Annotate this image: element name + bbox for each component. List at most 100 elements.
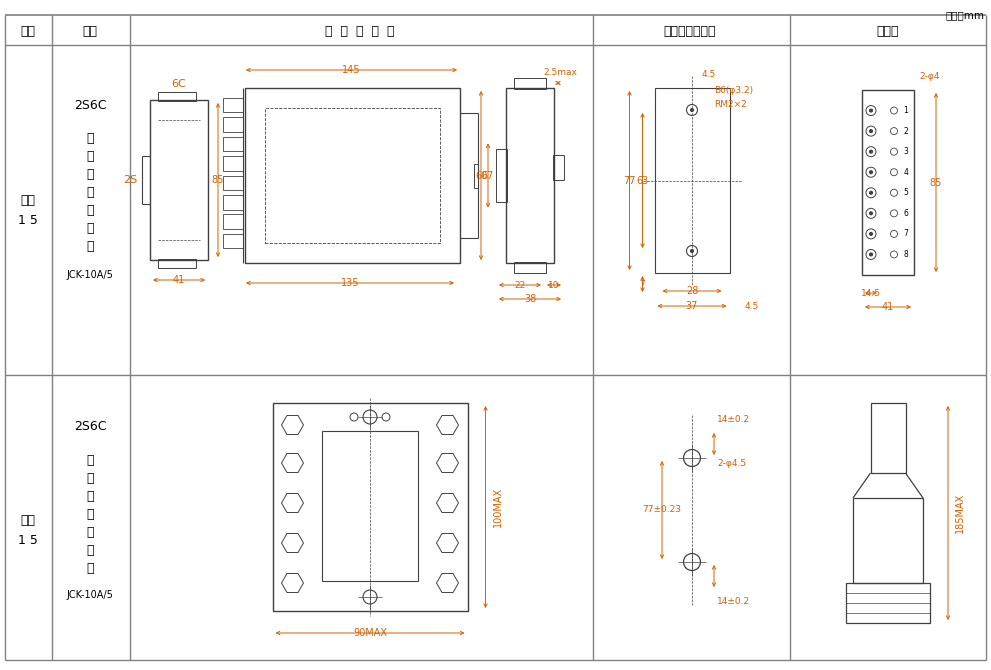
- Text: 式: 式: [86, 490, 94, 502]
- Text: 板: 板: [86, 507, 94, 521]
- Text: 1: 1: [904, 106, 909, 115]
- Text: 4.5: 4.5: [744, 302, 759, 310]
- Text: 接: 接: [86, 543, 94, 557]
- Text: 2-φ4: 2-φ4: [919, 72, 939, 80]
- Text: 5: 5: [904, 188, 909, 197]
- Bar: [273, 403, 468, 611]
- Text: 2S6C: 2S6C: [73, 98, 106, 111]
- Text: 图号: 图号: [21, 25, 36, 38]
- Text: RM2×2: RM2×2: [714, 100, 747, 109]
- Text: 85: 85: [930, 178, 942, 188]
- Text: JCK-10A/5: JCK-10A/5: [66, 590, 113, 600]
- Text: 式: 式: [86, 168, 94, 180]
- Text: 41: 41: [172, 275, 185, 285]
- Text: 7: 7: [904, 229, 909, 239]
- Text: 4.5: 4.5: [702, 70, 716, 78]
- Bar: [514, 78, 546, 89]
- Text: 77: 77: [623, 176, 636, 186]
- Bar: [223, 195, 243, 210]
- Circle shape: [691, 109, 694, 111]
- Text: 145: 145: [342, 65, 361, 75]
- Text: 14.5: 14.5: [861, 289, 881, 297]
- Text: 2S6C: 2S6C: [73, 421, 106, 433]
- Bar: [223, 234, 243, 249]
- Bar: [870, 403, 906, 473]
- Text: 22: 22: [514, 281, 525, 289]
- Text: 14±0.2: 14±0.2: [717, 415, 750, 425]
- Bar: [223, 156, 243, 171]
- Text: 6: 6: [904, 209, 909, 218]
- Text: 线: 线: [86, 561, 94, 574]
- Text: 1 5: 1 5: [18, 214, 38, 226]
- Text: 附图: 附图: [21, 194, 36, 206]
- Circle shape: [869, 212, 872, 215]
- Text: 6C: 6C: [171, 79, 186, 89]
- Circle shape: [869, 171, 872, 174]
- Text: 1 5: 1 5: [18, 533, 38, 547]
- Bar: [245, 88, 460, 263]
- Text: 安装开孔尺寸图: 安装开孔尺寸图: [664, 25, 716, 38]
- Bar: [846, 583, 930, 623]
- Text: 38: 38: [524, 294, 536, 304]
- Text: 附图: 附图: [21, 513, 36, 527]
- Text: 90MAX: 90MAX: [353, 628, 387, 638]
- Text: 2S: 2S: [123, 175, 137, 185]
- Bar: [223, 117, 243, 132]
- Bar: [223, 98, 243, 113]
- Text: 10: 10: [548, 281, 560, 289]
- Text: 外  形  尺  寸  图: 外 形 尺 寸 图: [325, 25, 394, 38]
- Text: 28: 28: [686, 286, 699, 296]
- Bar: [862, 90, 914, 275]
- Circle shape: [869, 129, 872, 133]
- Text: 2: 2: [904, 127, 909, 135]
- Bar: [223, 137, 243, 151]
- Bar: [506, 88, 554, 263]
- Circle shape: [691, 249, 694, 253]
- Circle shape: [869, 232, 872, 235]
- Text: 凸: 凸: [86, 131, 94, 145]
- Text: 67: 67: [482, 170, 495, 180]
- Text: B6(φ3.2): B6(φ3.2): [714, 86, 753, 94]
- Bar: [496, 149, 507, 202]
- Text: 3: 3: [904, 147, 909, 156]
- Text: 后: 后: [86, 204, 94, 216]
- Circle shape: [869, 150, 872, 153]
- Text: 8: 8: [904, 250, 909, 259]
- Text: 凸: 凸: [86, 454, 94, 466]
- Text: 77±0.23: 77±0.23: [642, 505, 682, 515]
- Text: 100MAX: 100MAX: [493, 487, 502, 527]
- Text: 2-φ4.5: 2-φ4.5: [717, 458, 746, 468]
- Bar: [158, 92, 196, 101]
- Bar: [514, 262, 546, 273]
- Bar: [150, 100, 208, 260]
- Text: 41: 41: [882, 302, 894, 312]
- Circle shape: [869, 253, 872, 256]
- Text: 14±0.2: 14±0.2: [717, 598, 750, 606]
- Bar: [223, 214, 243, 229]
- Bar: [853, 498, 923, 583]
- Text: 出: 出: [86, 149, 94, 163]
- Text: 出: 出: [86, 472, 94, 484]
- Text: JCK-10A/5: JCK-10A/5: [66, 270, 113, 280]
- Bar: [322, 431, 418, 581]
- Text: 2.5max: 2.5max: [543, 68, 577, 76]
- Text: 板: 板: [86, 186, 94, 198]
- Text: 37: 37: [686, 301, 699, 311]
- Text: 结构: 结构: [82, 25, 97, 38]
- Text: 前: 前: [86, 525, 94, 539]
- Text: 线: 线: [86, 239, 94, 253]
- Text: 端子图: 端子图: [877, 25, 899, 38]
- Text: 接: 接: [86, 222, 94, 234]
- Bar: [265, 108, 440, 243]
- Text: 60: 60: [475, 170, 488, 180]
- Text: 85: 85: [212, 175, 224, 185]
- Text: 7: 7: [639, 279, 645, 289]
- Bar: [223, 176, 243, 190]
- Text: 单位：mm: 单位：mm: [945, 10, 984, 20]
- Circle shape: [869, 109, 872, 112]
- Text: 63: 63: [636, 176, 649, 186]
- Text: 185MAX: 185MAX: [955, 493, 965, 533]
- Bar: [654, 88, 729, 273]
- Text: 4: 4: [904, 168, 909, 177]
- Circle shape: [869, 191, 872, 194]
